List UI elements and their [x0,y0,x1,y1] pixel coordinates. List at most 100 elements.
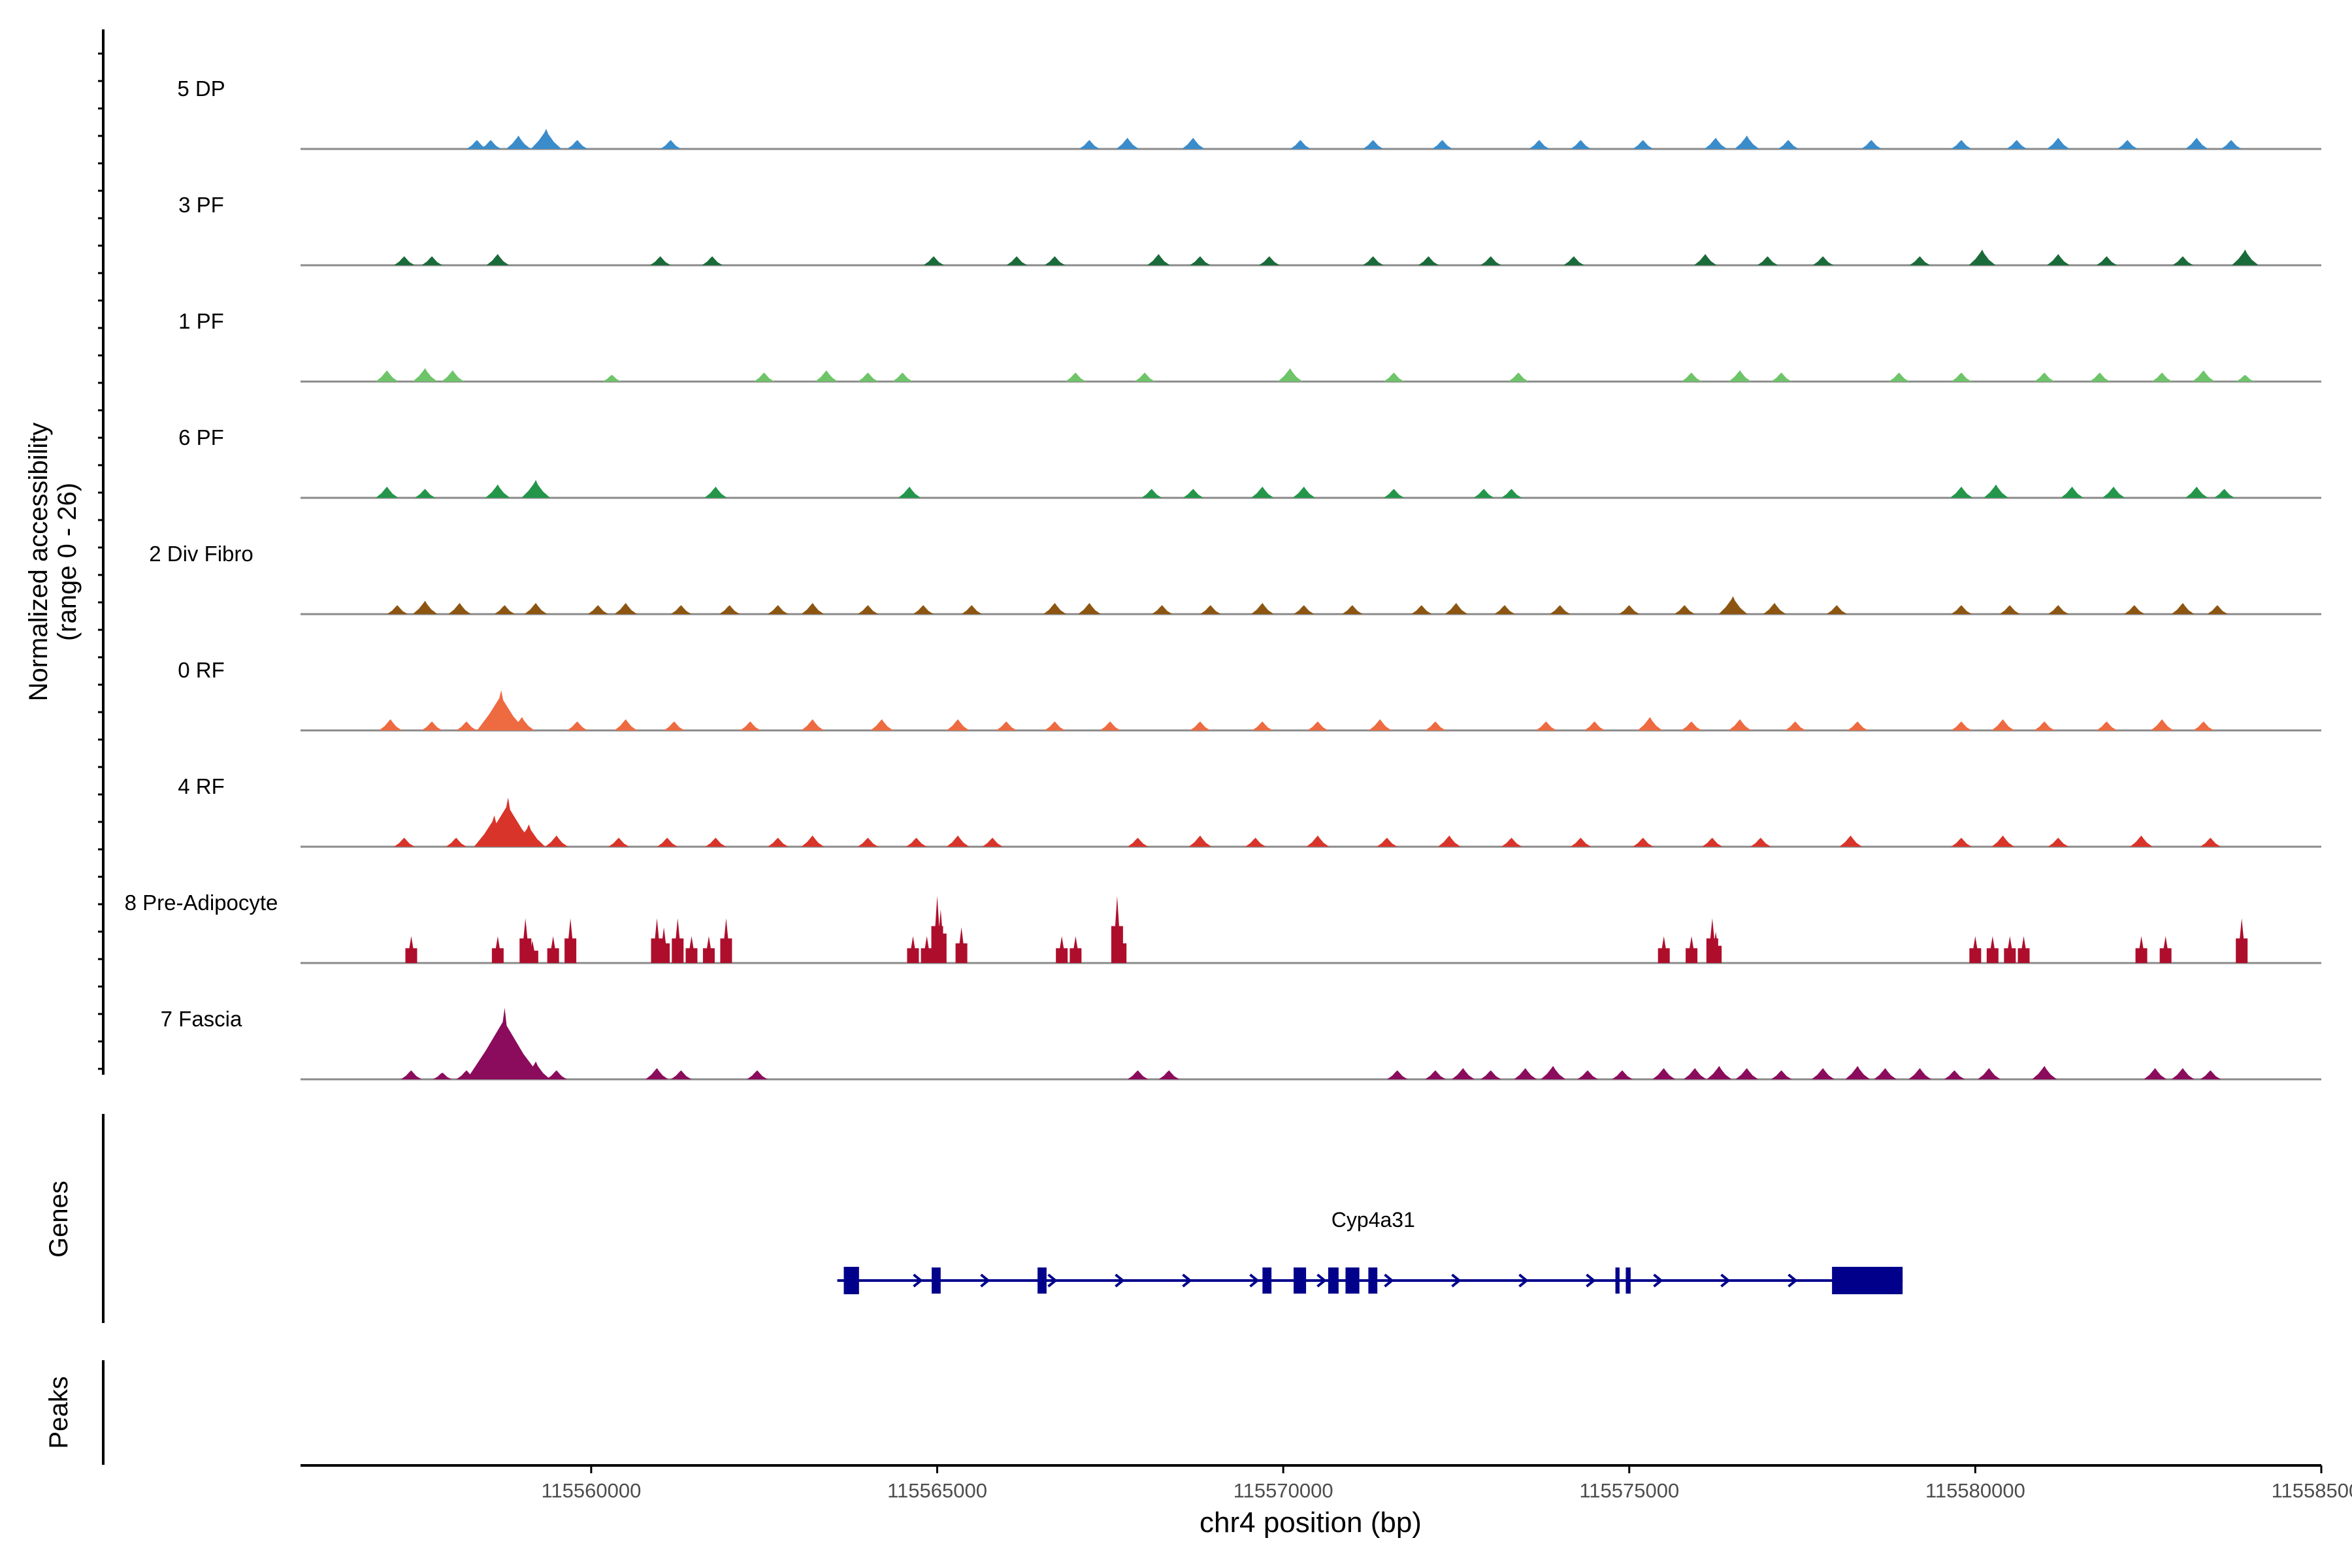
coverage-peak [379,719,402,730]
coverage-peak [2048,838,2069,847]
coverage-peak [1701,838,1723,847]
coverage-peak [1951,372,1972,382]
coverage-peak [566,721,588,730]
strand-arrow [1182,1273,1192,1288]
coverage-peak [801,719,825,730]
coverage-peak [907,936,919,963]
strand-arrow [1047,1273,1058,1288]
track-label: 2 Div Fibro [149,542,253,566]
coverage-peak [1508,372,1529,382]
coverage-peak [1681,721,1703,730]
coverage-peak [2231,250,2259,265]
strand-arrow [1720,1273,1731,1288]
coverage-peak [1245,838,1266,847]
coverage-peak [1944,1070,1965,1079]
coverage-peak [1549,605,1571,614]
track-label: 0 RF [178,658,225,682]
coverage-peak [1632,838,1654,847]
gene-exon [1615,1267,1620,1294]
coverage-peak [1134,372,1156,382]
coverage-peak [1718,596,1748,614]
coverage-peak [753,372,775,382]
coverage-peak [566,140,588,149]
coverage-peak [1707,1066,1732,1079]
x-tick-label: 115585000 [2272,1479,2352,1502]
coverage-peak [2117,140,2138,149]
coverage-peak [1951,605,1972,614]
coverage-peak [2048,605,2069,614]
coverage-peak [1812,256,1834,265]
strand-arrow [1384,1273,1394,1288]
coverage-peak [531,129,562,149]
coverage-peak [1386,1070,1408,1079]
coverage-peak [1044,256,1066,265]
coverage-peak [1735,1068,1759,1079]
coverage-peak [1681,372,1703,382]
coverage-peak [2006,140,2027,149]
coverage-peak [857,838,879,847]
coverage-peak [1445,602,1468,614]
coverage-peak [1056,936,1068,963]
coverage-peak [547,936,559,963]
x-axis-label: chr4 position (bp) [1200,1507,1422,1539]
coverage-peak [946,835,970,847]
coverage-peak [1151,605,1173,614]
coverage-peak [1079,140,1100,149]
coverage-peak [892,372,913,382]
x-tick-label: 115560000 [541,1479,641,1502]
coverage-peak [1200,605,1221,614]
coverage-peak [2034,721,2055,730]
coverage-peak [961,605,983,614]
coverage-peak [1999,605,2021,614]
coverage-peak [1529,140,1550,149]
strand-arrow [1316,1273,1327,1288]
coverage-peak [1847,721,1869,730]
coverage-peak [1183,489,1204,498]
coverage-peak [1811,1068,1835,1079]
strand-arrow [1115,1273,1125,1288]
coverage-peak [1252,721,1273,730]
coverage-peak [719,605,740,614]
coverage-peak [2034,372,2055,382]
gene-exon [1294,1267,1307,1294]
coverage-peak [1383,372,1405,382]
coverage-peak [1141,489,1162,498]
track-label: 7 Fascia [161,1007,242,1031]
coverage-peak [898,486,921,498]
coverage-peak [1908,1068,1932,1079]
coverage-peak [704,486,728,498]
coverage-peak [375,486,399,498]
coverage-peak [456,721,478,730]
track-label: 4 RF [178,774,225,798]
strand-arrow [1586,1273,1596,1288]
coverage-peak [2151,372,2173,382]
gene-exon [1345,1267,1360,1294]
coverage-peak [996,721,1017,730]
track-2-div-fibro: 2 Div Fibro [149,542,2321,615]
coverage-peak [1307,721,1329,730]
coverage-peak [1577,1070,1599,1079]
coverage-peak [421,256,443,265]
coverage-peak [1784,721,1806,730]
coverage-peak [1418,256,1439,265]
coverage-peak [1951,140,1972,149]
x-tick-label: 115565000 [887,1479,987,1502]
coverage-peak [1658,936,1670,963]
coverage-peak [1728,719,1752,730]
coverage-peak [1984,484,2009,498]
coverage-peak [564,918,577,963]
coverage-peak [2017,936,2030,963]
coverage-peak [923,256,945,265]
coverage-peak [1826,605,1848,614]
coverage-peak [1342,605,1364,614]
coverage-peak [1750,838,1772,847]
coverage-peak [1100,721,1121,730]
coverage-peak [500,1052,537,1079]
track-4-rf: 4 RF [178,774,2321,848]
coverage-peak [649,256,671,265]
coverage-peak [2150,719,2174,730]
coverage-peak [485,484,510,498]
coverage-peak [1612,1070,1633,1079]
coverage-peak [672,918,684,963]
coverage-peak [1763,602,1786,614]
